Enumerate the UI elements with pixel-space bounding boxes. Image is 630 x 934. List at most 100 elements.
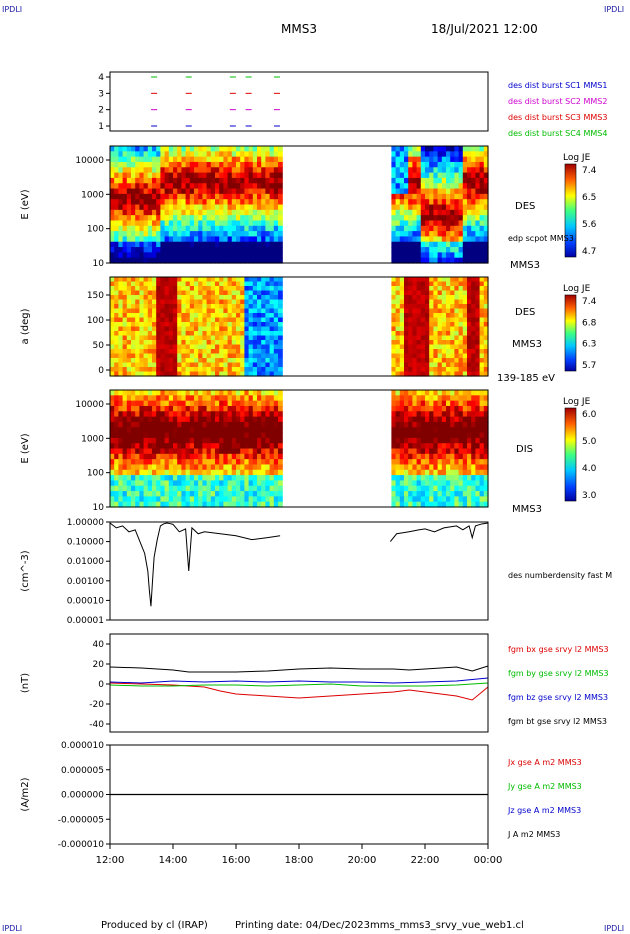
spectrogram-cell — [231, 371, 237, 377]
spectrogram-cell — [408, 459, 413, 466]
spectrogram-cell — [467, 475, 472, 482]
panel-frame-6 — [109, 633, 489, 733]
spectrogram-cell — [114, 405, 119, 412]
spectrogram-cell — [265, 204, 271, 211]
spectrogram-cell — [219, 400, 224, 407]
spectrogram-cell — [441, 358, 447, 364]
spectrogram-cell — [450, 437, 455, 444]
spectrogram-cell — [450, 313, 455, 319]
spectrogram-cell — [273, 236, 279, 243]
spectrogram-cell — [147, 281, 153, 287]
spectrogram-cell — [223, 156, 229, 163]
spectrogram-cell — [404, 193, 409, 200]
spectrogram-cell — [152, 371, 157, 377]
spectrogram-cell — [164, 475, 170, 482]
spectrogram-cell — [412, 485, 418, 492]
spectrogram-cell — [252, 151, 258, 158]
spectrogram-cell — [185, 358, 191, 364]
spectrogram-cell — [185, 231, 191, 238]
spectrogram-cell — [395, 199, 401, 206]
spectrogram-cell — [450, 485, 455, 492]
spectrogram-cell — [252, 188, 258, 195]
spectrogram-cell — [479, 299, 485, 305]
spectrogram-cell — [261, 204, 266, 211]
spectrogram-cell — [139, 344, 145, 350]
spectrogram-cell — [139, 146, 145, 152]
colorbar-4 — [564, 407, 577, 502]
ytick-label: 3 — [98, 89, 104, 99]
spectrogram-cell — [135, 252, 140, 259]
spectrogram-cell — [156, 313, 161, 319]
spectrogram-cell — [198, 367, 203, 373]
spectrogram-cell — [261, 172, 266, 179]
spectrogram-cell — [227, 427, 233, 434]
spectrogram-cell — [223, 453, 229, 460]
spectrogram-cell — [227, 335, 233, 341]
spectrogram-cell — [131, 177, 136, 184]
side-label: MMS3 — [510, 260, 540, 271]
side-label: 139-185 eV — [497, 373, 555, 384]
spectrogram-cell — [244, 252, 250, 259]
spectrogram-cell — [483, 358, 489, 364]
spectrogram-cell — [437, 340, 443, 346]
spectrogram-cell — [164, 146, 170, 152]
spectrogram-cell — [114, 161, 119, 168]
spectrogram-cell — [118, 443, 124, 450]
spectrogram-cell — [450, 501, 455, 508]
spectrogram-cell — [240, 286, 245, 292]
spectrogram-cell — [198, 188, 203, 195]
spectrogram-cell — [118, 286, 124, 292]
spectrogram-cell — [433, 443, 439, 450]
spectrogram-cell — [483, 257, 489, 264]
spectrogram-cell — [265, 252, 271, 259]
spectrogram-cell — [240, 241, 245, 248]
spectrogram-cell — [420, 188, 426, 195]
spectrogram-cell — [160, 236, 166, 243]
spectrogram-cell — [181, 204, 187, 211]
spectrogram-cell — [252, 443, 258, 450]
spectrogram-cell — [450, 156, 455, 163]
spectrogram-cell — [458, 448, 464, 455]
spectrogram-cell — [412, 496, 418, 503]
spectrogram-cell — [143, 427, 149, 434]
spectrogram-cell — [458, 281, 464, 287]
spectrogram-cell — [131, 469, 136, 476]
spectrogram-cell — [462, 161, 468, 168]
spectrogram-cell — [143, 362, 149, 368]
spectrogram-cell — [454, 501, 460, 508]
corner-label-bottom-left: IPDLI — [2, 924, 23, 933]
spectrogram-cell — [471, 220, 476, 227]
spectrogram-cell — [114, 308, 119, 314]
spectrogram-cell — [420, 225, 426, 232]
spectrogram-cell — [219, 286, 224, 292]
spectrogram-cell — [189, 485, 195, 492]
spectrogram-cell — [164, 151, 170, 158]
spectrogram-cell — [168, 193, 174, 200]
spectrogram-cell — [147, 177, 153, 184]
spectrogram-cell — [181, 252, 187, 259]
spectrogram-cell — [269, 257, 275, 264]
spectrogram-cell — [240, 304, 245, 310]
spectrogram-cell — [391, 177, 397, 184]
spectrogram-cell — [257, 432, 262, 439]
spectrogram-cell — [391, 405, 397, 412]
spectrogram-cell — [450, 353, 455, 359]
spectrogram-cell — [404, 252, 409, 259]
spectrogram-cell — [483, 344, 489, 350]
spectrogram-cell — [391, 290, 397, 296]
spectrogram-cell — [147, 247, 153, 253]
spectrogram-cell — [160, 501, 166, 508]
spectrogram-cell — [454, 313, 460, 319]
spectrogram-cell — [395, 295, 401, 301]
spectrogram-cell — [265, 257, 271, 264]
spectrogram-cell — [181, 448, 187, 455]
spectrogram-cell — [450, 371, 455, 377]
spectrogram-cell — [126, 335, 132, 341]
spectrogram-cell — [433, 335, 439, 341]
spectrogram-cell — [278, 304, 283, 310]
spectrogram-cell — [114, 188, 119, 195]
spectrogram-cell — [223, 432, 229, 439]
spectrogram-cell — [420, 247, 426, 253]
spectrogram-cell — [181, 335, 187, 341]
spectrogram-cell — [114, 286, 119, 292]
